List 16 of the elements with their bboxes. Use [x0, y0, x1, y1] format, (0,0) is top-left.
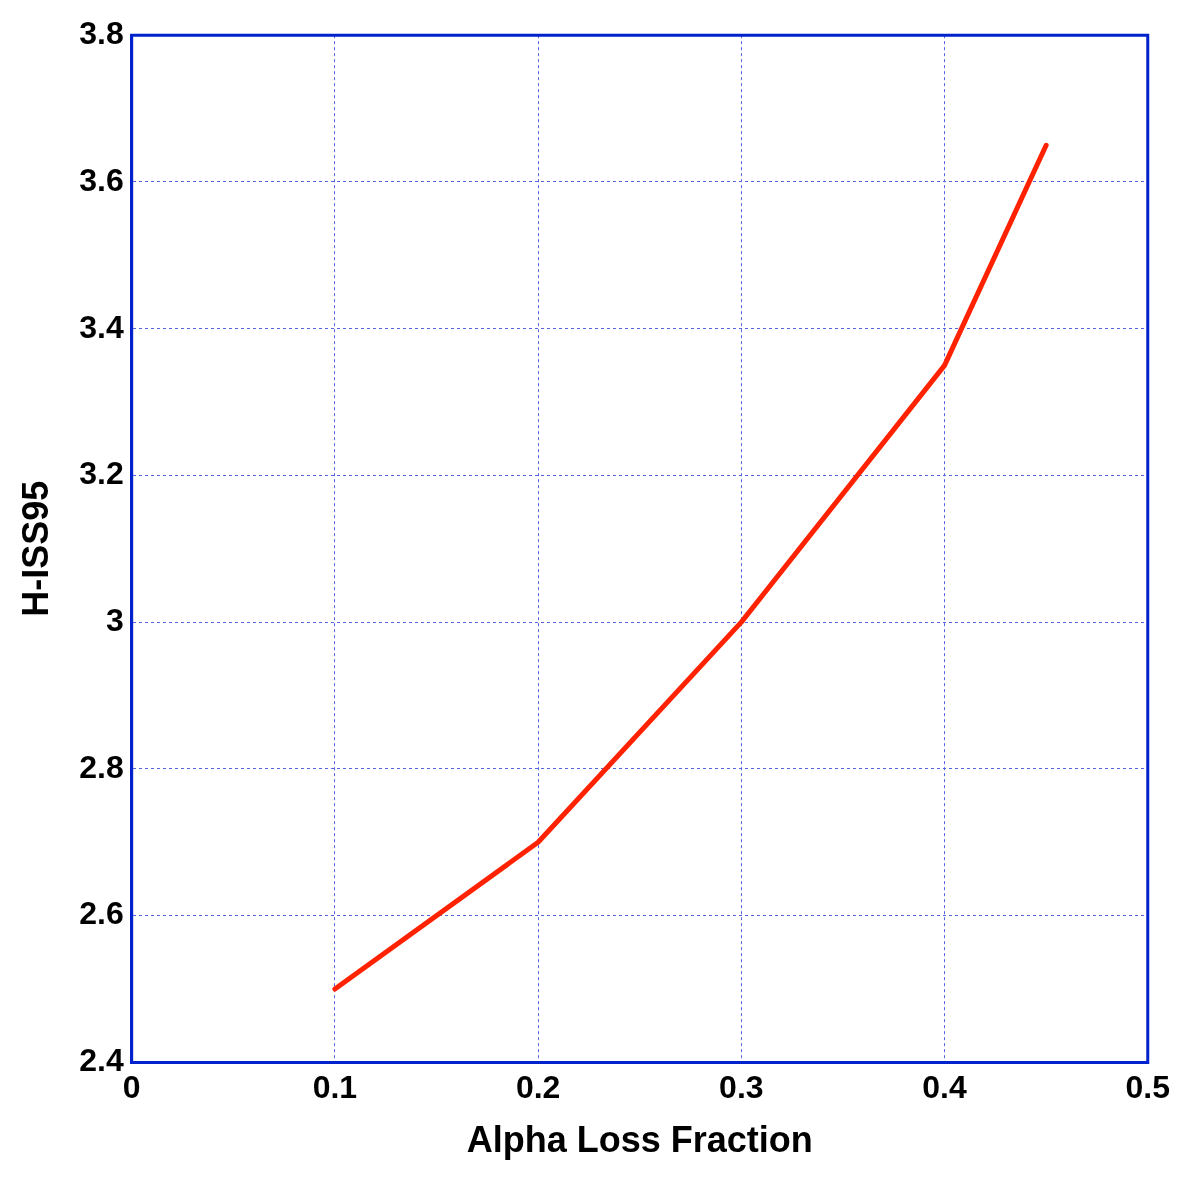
y-tick-label: 3.2	[79, 455, 124, 492]
y-tick-label: 3.8	[79, 15, 124, 52]
x-tick-label: 0.3	[719, 1069, 764, 1106]
y-axis-title: H-ISS95	[14, 480, 56, 617]
y-tick-label: 3	[105, 602, 124, 638]
x-tick-label: 0.5	[1125, 1069, 1170, 1106]
y-tick-label: 2.4	[79, 1042, 124, 1079]
y-tick-label: 3.6	[79, 161, 124, 198]
x-tick-label: 0	[122, 1069, 141, 1106]
x-axis-title: Alpha Loss Fraction	[466, 1119, 813, 1161]
x-tick-label: 0.2	[515, 1069, 561, 1106]
x-tick-label: 0.1	[312, 1069, 358, 1106]
y-tick-label: 2.6	[79, 895, 124, 932]
y-tick-label: 3.4	[79, 308, 124, 345]
y-tick-label: 2.8	[79, 748, 124, 785]
x-tick-label: 0.4	[922, 1069, 967, 1106]
